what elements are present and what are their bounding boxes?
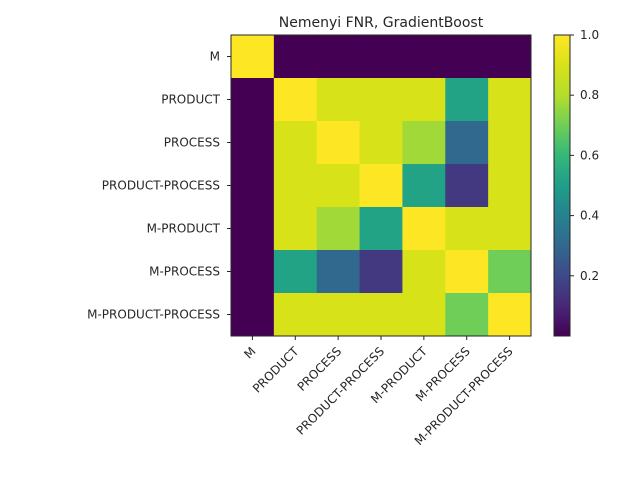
heatmap-cell <box>488 207 532 251</box>
heatmap-cell <box>402 78 446 122</box>
heatmap-cell <box>316 293 361 337</box>
heatmap-cell <box>359 207 403 251</box>
heatmap-cell <box>402 35 446 79</box>
heatmap-cell <box>445 293 489 337</box>
heatmap-cell <box>273 207 318 251</box>
heatmap-cell <box>488 293 532 337</box>
colorbar-tick-label: 0.8 <box>580 88 599 102</box>
heatmap-cell <box>273 121 318 165</box>
heatmap-cell <box>231 78 275 122</box>
heatmap-cell <box>273 164 318 208</box>
y-tick-label: M-PROCESS <box>149 265 220 279</box>
heatmap-cell <box>488 35 532 79</box>
heatmap-cell <box>359 164 403 208</box>
heatmap-cell <box>488 250 532 294</box>
heatmap-cell <box>402 164 446 208</box>
x-tick-label: M <box>241 344 258 361</box>
y-tick-label: PRODUCT-PROCESS <box>102 179 220 193</box>
heatmap-cells <box>231 35 532 337</box>
heatmap-cell <box>445 121 489 165</box>
heatmap-cell <box>231 164 275 208</box>
y-tick-label: M-PRODUCT-PROCESS <box>87 308 220 322</box>
heatmap-cell <box>445 35 489 79</box>
heatmap-cell <box>488 78 532 122</box>
heatmap-cell <box>402 121 446 165</box>
heatmap-cell <box>316 78 361 122</box>
heatmap-cell <box>273 35 318 79</box>
heatmap-cell <box>359 35 403 79</box>
heatmap-cell <box>316 250 361 294</box>
colorbar-ticks: 0.2 0.4 0.6 0.8 1.0 <box>570 28 599 283</box>
heatmap-cell <box>273 250 318 294</box>
heatmap-cell <box>231 250 275 294</box>
x-tick-labels: MPRODUCTPROCESSPRODUCT-PROCESSM-PRODUCTM… <box>241 336 516 448</box>
heatmap-cell <box>488 121 532 165</box>
heatmap-cell <box>445 250 489 294</box>
colorbar-tick-label: 0.2 <box>580 269 599 283</box>
heatmap-cell <box>231 293 275 337</box>
heatmap-cell <box>231 207 275 251</box>
colorbar-tick-label: 0.6 <box>580 148 599 162</box>
y-tick-label: PRODUCT <box>161 93 220 107</box>
colorbar <box>553 34 571 337</box>
heatmap-cell <box>445 78 489 122</box>
y-tick-label: PROCESS <box>164 136 220 150</box>
colorbar-tick-label: 1.0 <box>580 28 599 42</box>
heatmap-cell <box>488 164 532 208</box>
heatmap-cell <box>316 35 361 79</box>
heatmap-cell <box>273 293 318 337</box>
heatmap-cell <box>231 35 275 79</box>
chart-title: Nemenyi FNR, GradientBoost <box>279 15 484 31</box>
heatmap-cell <box>273 78 318 122</box>
heatmap-cell <box>445 164 489 208</box>
colorbar-tick-label: 0.4 <box>580 209 599 223</box>
heatmap-cell <box>359 121 403 165</box>
heatmap-cell <box>359 250 403 294</box>
heatmap-cell <box>316 164 361 208</box>
heatmap-cell <box>316 121 361 165</box>
x-tick-label: PRODUCT <box>250 344 302 396</box>
heatmap-cell <box>445 207 489 251</box>
heatmap-cell <box>231 121 275 165</box>
heatmap-cell <box>359 293 403 337</box>
heatmap-cell <box>402 207 446 251</box>
heatmap-cell <box>402 250 446 294</box>
y-tick-label: M <box>210 50 220 64</box>
y-tick-labels: M PRODUCT PROCESS PRODUCT-PROCESS M-PRODUCT M… <box>87 50 231 322</box>
heatmap-cell <box>402 293 446 337</box>
heatmap-cell <box>316 207 361 251</box>
y-tick-label: M-PRODUCT <box>147 222 221 236</box>
heatmap-cell <box>359 78 403 122</box>
